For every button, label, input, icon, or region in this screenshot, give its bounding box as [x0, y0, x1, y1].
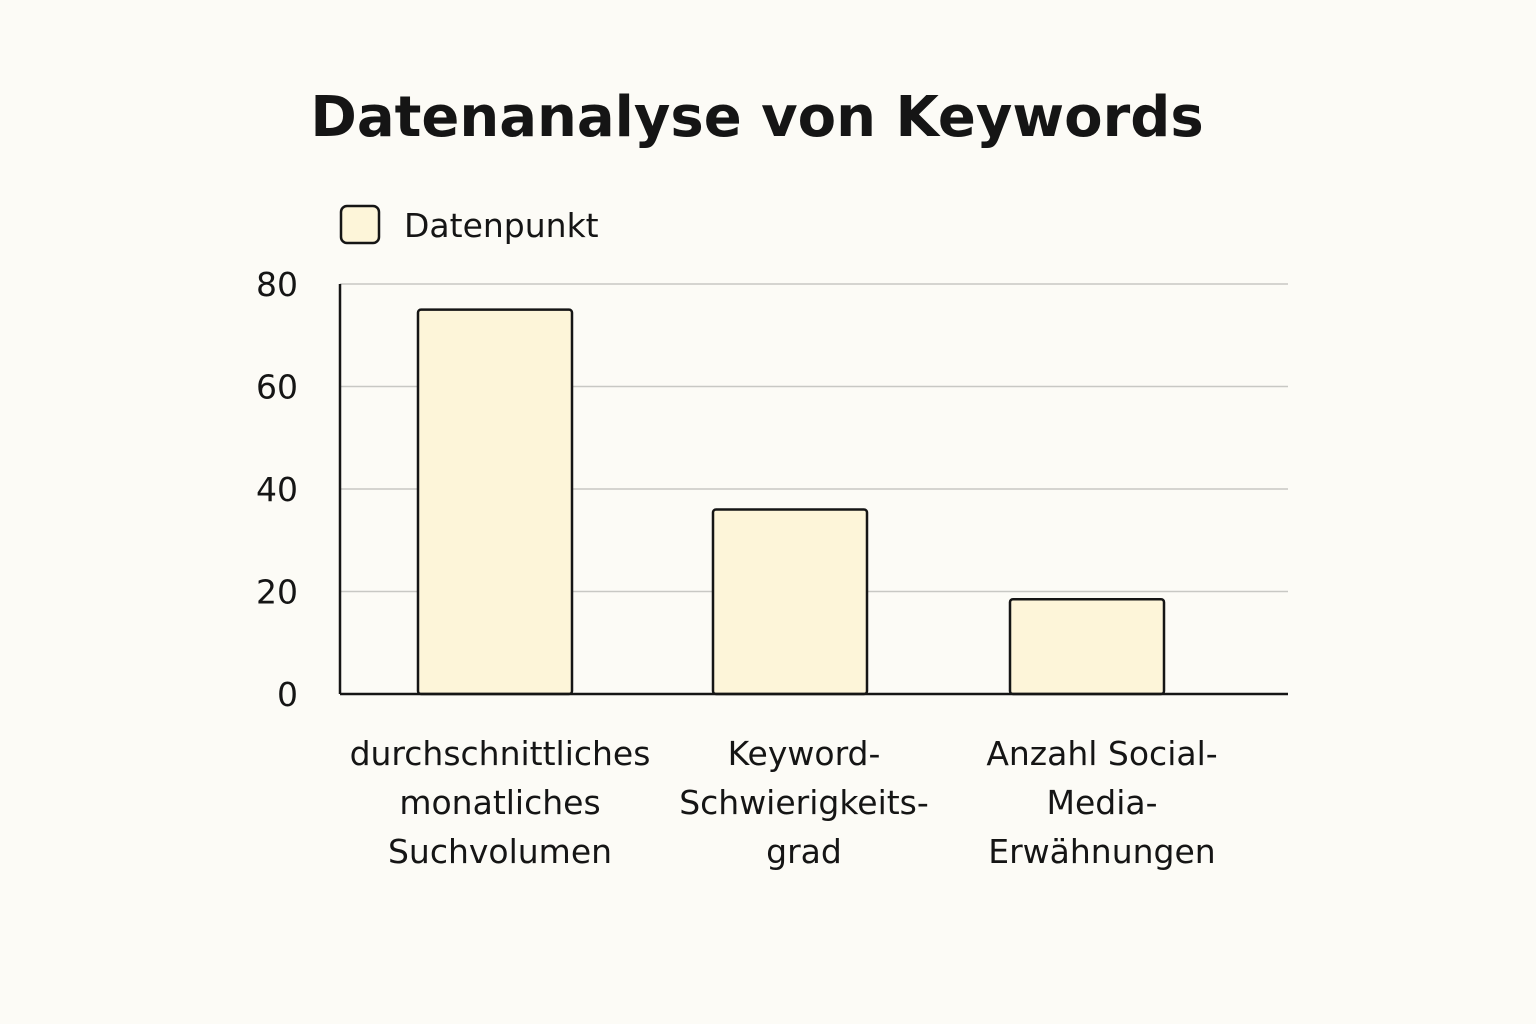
y-tick-label: 20 [256, 573, 298, 612]
bars [416, 308, 1166, 696]
legend: Datenpunkt [339, 204, 599, 245]
bar [416, 308, 574, 696]
x-category-label-line: Anzahl Social- [986, 734, 1217, 773]
x-category-labels: durchschnittliches monatliches Suchvolumen… [350, 734, 1218, 871]
x-category-label-line: Schwierigkeits- [679, 783, 929, 822]
x-category-label: Keyword- Schwierigkeits-grad [679, 734, 929, 871]
bar [711, 508, 869, 696]
x-category-label-line: Erwähnungen [988, 832, 1215, 871]
x-category-label-line: durchschnittliches [350, 734, 651, 773]
x-category-label-line: Suchvolumen [388, 832, 612, 871]
y-tick-label: 0 [277, 675, 298, 714]
x-category-label: Anzahl Social- Media- Erwähnungen [986, 734, 1217, 871]
legend-swatch [339, 204, 381, 245]
y-tick-label: 60 [256, 368, 298, 407]
y-tick-label: 80 [256, 265, 298, 304]
x-category-label: durchschnittliches monatliches Suchvolumen [350, 734, 651, 871]
axes [338, 284, 1288, 696]
legend-label: Datenpunkt [404, 206, 599, 245]
y-tick-label: 40 [256, 470, 298, 509]
bar [1008, 597, 1166, 696]
x-category-label-line: grad [766, 832, 842, 871]
x-category-label-line: monatliches [399, 783, 600, 822]
x-category-label-line: Media- [1046, 783, 1157, 822]
chart-title: Datenanalyse von Keywords [310, 85, 1203, 150]
y-tick-labels: 0 20 40 60 80 [256, 265, 298, 714]
x-category-label-line: Keyword- [728, 734, 881, 773]
